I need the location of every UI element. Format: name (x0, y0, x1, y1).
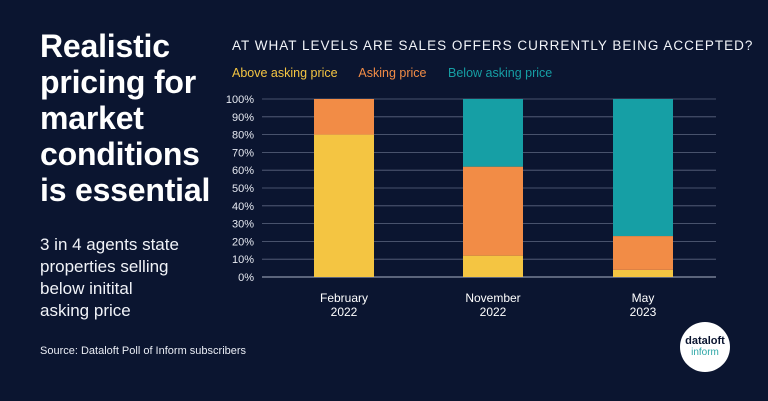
y-tick-label: 100% (226, 94, 254, 106)
subtext: 3 in 4 agents state properties selling b… (40, 234, 230, 322)
y-tick-label: 30% (232, 219, 254, 231)
source-note: Source: Dataloft Poll of Inform subscrib… (40, 345, 247, 357)
x-tick-label-line: 2023 (630, 305, 657, 319)
dataloft-logo: dataloft inform (680, 322, 730, 372)
headline: Realistic pricing for market conditions … (40, 28, 220, 208)
legend-above: Above asking price (232, 66, 338, 80)
chart-legend: Above asking price Asking price Below as… (232, 66, 570, 80)
y-tick-label: 60% (232, 165, 254, 177)
headline-line: is essential (40, 172, 211, 208)
headline-line: market (40, 100, 144, 136)
x-tick-label: May 2023 (630, 291, 657, 319)
y-tick-label: 70% (232, 147, 254, 159)
y-tick-label: 90% (232, 112, 254, 124)
legend-below: Below asking price (448, 66, 553, 80)
headline-line: pricing for (40, 64, 197, 100)
bar-segment (314, 134, 374, 277)
bar-segment (613, 269, 673, 277)
y-tick-label: 80% (232, 130, 254, 142)
legend-asking: Asking price (358, 66, 427, 80)
logo-line-2: inform (691, 347, 719, 358)
bar-segment (463, 99, 523, 167)
chart-title: AT WHAT LEVELS ARE SALES OFFERS CURRENTL… (232, 38, 754, 53)
bar-segment (314, 99, 374, 135)
x-tick-label-line: February (320, 291, 368, 305)
subtext-line: asking price (40, 301, 131, 320)
bar-segment (613, 236, 673, 270)
x-tick-label-line: May (632, 291, 655, 305)
bar-segment (463, 166, 523, 256)
y-tick-label: 50% (232, 183, 254, 195)
headline-line: Realistic (40, 28, 170, 64)
bar-segment (613, 99, 673, 237)
y-tick-label: 0% (238, 272, 254, 284)
x-tick-label: November 2022 (465, 291, 520, 319)
y-tick-label: 40% (232, 201, 254, 213)
x-tick-label: February 2022 (320, 291, 368, 319)
subtext-line: 3 in 4 agents state (40, 235, 179, 254)
logo-line-1: dataloft (685, 335, 725, 347)
bar-segment (463, 255, 523, 277)
y-tick-label: 20% (232, 236, 254, 248)
x-tick-label-line: November (465, 291, 520, 305)
subtext-line: properties selling (40, 257, 169, 276)
headline-line: conditions (40, 136, 200, 172)
x-tick-label-line: 2022 (480, 305, 507, 319)
y-tick-label: 10% (232, 254, 254, 266)
x-tick-label-line: 2022 (331, 305, 358, 319)
subtext-line: below initital (40, 279, 133, 298)
